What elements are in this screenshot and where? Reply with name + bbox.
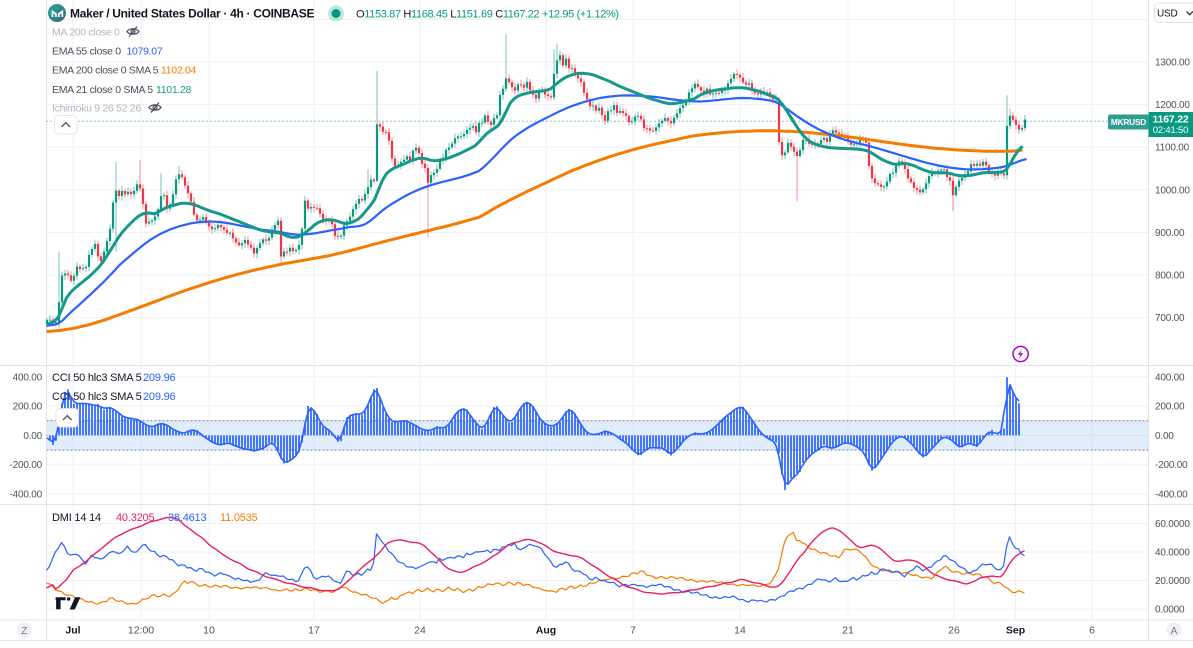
svg-text:Ichimoku 9 26 52 26: Ichimoku 9 26 52 26 — [52, 103, 141, 115]
svg-text:14: 14 — [734, 625, 746, 637]
svg-text:O1153.87 H1168.45 L1151.69 C11: O1153.87 H1168.45 L1151.69 C1167.22 +12.… — [356, 9, 619, 21]
svg-text:Maker / United States Dollar ·: Maker / United States Dollar · 4h · COIN… — [70, 7, 314, 21]
svg-text:1079.07: 1079.07 — [127, 45, 163, 57]
svg-text:700.00: 700.00 — [1155, 313, 1185, 324]
svg-text:A: A — [1171, 626, 1178, 637]
svg-text:-200.00: -200.00 — [1155, 460, 1188, 471]
svg-text:EMA 55 close 0: EMA 55 close 0 — [52, 45, 121, 57]
svg-text:800.00: 800.00 — [1155, 271, 1185, 282]
svg-text:CCI 50 hlc3 SMA 5 209.96: CCI 50 hlc3 SMA 5 209.96 — [52, 391, 176, 403]
svg-text:DMI 14 14 40.3205 38.4613 11.0: DMI 14 14 40.3205 38.4613 11.0535 — [52, 512, 258, 524]
svg-text:7: 7 — [630, 625, 636, 637]
svg-text:1200.00: 1200.00 — [1155, 100, 1190, 111]
svg-text:400.00: 400.00 — [1155, 372, 1185, 383]
svg-text:400.00: 400.00 — [13, 372, 43, 383]
svg-text:1100.00: 1100.00 — [1155, 143, 1190, 154]
svg-text:12:00: 12:00 — [128, 625, 154, 637]
svg-text:0.00: 0.00 — [23, 431, 42, 442]
svg-text:EMA 21 close 0 SMA 5: EMA 21 close 0 SMA 5 — [52, 84, 153, 96]
svg-text:-200.00: -200.00 — [9, 460, 42, 471]
svg-text:CCI 50 hlc3 SMA 5 209.96: CCI 50 hlc3 SMA 5 209.96 — [52, 372, 176, 384]
svg-text:26: 26 — [948, 625, 960, 637]
svg-text:1101.28: 1101.28 — [156, 84, 192, 96]
svg-text:Z: Z — [21, 626, 27, 637]
svg-text:200.00: 200.00 — [1155, 402, 1185, 413]
svg-text:10: 10 — [203, 625, 215, 637]
svg-text:Aug: Aug — [536, 625, 556, 637]
svg-text:1167.22: 1167.22 — [1153, 114, 1189, 126]
svg-text:02:41:50: 02:41:50 — [1153, 125, 1188, 136]
svg-text:17: 17 — [308, 625, 320, 637]
svg-text:0.0000: 0.0000 — [1155, 605, 1185, 616]
svg-text:-400.00: -400.00 — [9, 490, 42, 501]
svg-text:USD: USD — [1157, 9, 1178, 20]
svg-text:0.00: 0.00 — [1155, 431, 1174, 442]
svg-text:1000.00: 1000.00 — [1155, 185, 1190, 196]
svg-text:EMA 200 close 0 SMA 5: EMA 200 close 0 SMA 5 — [52, 65, 159, 77]
svg-text:40.0000: 40.0000 — [1155, 548, 1190, 559]
svg-text:1300.00: 1300.00 — [1155, 58, 1190, 69]
svg-text:24: 24 — [414, 625, 426, 637]
svg-text:20.0000: 20.0000 — [1155, 576, 1190, 587]
svg-text:6: 6 — [1089, 625, 1095, 637]
svg-text:900.00: 900.00 — [1155, 228, 1185, 239]
svg-text:MA 200 close 0: MA 200 close 0 — [52, 27, 120, 39]
svg-text:Jul: Jul — [65, 625, 80, 637]
svg-text:-400.00: -400.00 — [1155, 490, 1188, 501]
svg-text:200.00: 200.00 — [13, 402, 43, 413]
svg-text:60.0000: 60.0000 — [1155, 519, 1190, 530]
svg-text:MKRUSD: MKRUSD — [1111, 117, 1146, 127]
svg-text:Sep: Sep — [1006, 625, 1025, 637]
svg-text:1102.04: 1102.04 — [161, 65, 197, 77]
svg-text:21: 21 — [842, 625, 854, 637]
